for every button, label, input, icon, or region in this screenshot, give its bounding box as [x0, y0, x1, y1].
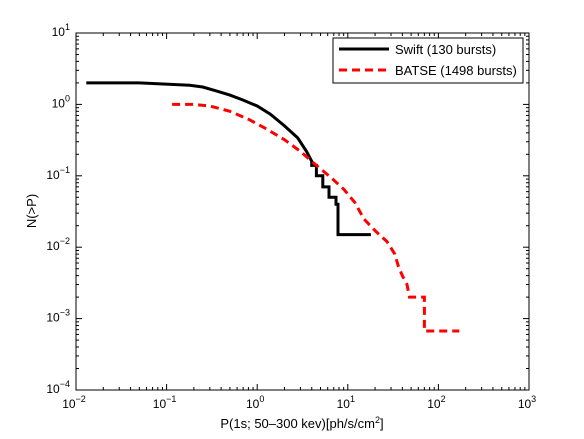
plot-background	[76, 33, 529, 390]
y-tick-label: 10−3	[46, 308, 70, 325]
y-tick-label-exponent: −3	[60, 308, 70, 318]
tick-labels: 10−2 10−1 100 101 102 10310−410−310−210−11001…	[46, 22, 536, 411]
x-tick-label: 10−1	[153, 394, 177, 411]
x-tick-label: 101	[337, 394, 355, 411]
x-tick-label-base: 10	[153, 397, 167, 411]
y-tick-label-exponent: −4	[60, 379, 70, 389]
x-axis-label: P(1s; 50–300 kev)[ph/s/cm2]	[220, 415, 383, 431]
y-tick-label-exponent: −1	[60, 165, 70, 175]
y-tick-label: 10−1	[46, 165, 70, 182]
x-tick-label-exponent: 0	[259, 394, 264, 404]
y-tick-label-base: 10	[52, 96, 66, 110]
x-tick-label-exponent: −2	[76, 394, 86, 404]
y-tick-label: 101	[52, 22, 70, 39]
legend-box	[332, 37, 524, 84]
x-tick-label-exponent: 2	[441, 394, 446, 404]
y-tick-label-base: 10	[46, 382, 60, 396]
x-tick-label-base: 10	[62, 397, 76, 411]
y-tick-label-exponent: 1	[65, 22, 70, 32]
x-tick-label-exponent: 1	[350, 394, 355, 404]
y-tick-label-base: 10	[52, 25, 66, 39]
y-tick-label: 10−4	[46, 379, 70, 396]
x-tick-label: 10−2	[62, 394, 86, 411]
x-tick-label: 102	[427, 394, 445, 411]
plot-frame	[75, 32, 530, 391]
series-line-swift	[86, 81, 371, 237]
x-tick-label-base: 10	[337, 397, 351, 411]
y-tick-label: 100	[52, 93, 70, 110]
x-tick-label: 100	[246, 394, 264, 411]
series-line-batse	[172, 102, 460, 333]
x-axis-label-superscript: 2	[375, 415, 380, 425]
x-tick-label-base: 10	[427, 397, 441, 411]
legend-label-swift: Swift (130 bursts)	[395, 42, 496, 57]
y-tick-label-exponent: 0	[65, 93, 70, 103]
y-tick-label: 10−2	[46, 236, 70, 253]
legend: Swift (130 bursts) BATSE (1498 bursts)	[332, 37, 524, 84]
x-tick-label: 103	[518, 394, 536, 411]
ticks	[75, 32, 530, 391]
x-tick-label-base: 10	[246, 397, 260, 411]
x-axis-label-text: P(1s; 50–300 kev)[ph/s/cm	[220, 416, 375, 431]
y-axis-label: N(>P)	[24, 194, 39, 228]
curves	[86, 81, 460, 333]
y-tick-label-base: 10	[46, 239, 60, 253]
y-tick-label-base: 10	[46, 311, 60, 325]
y-tick-label-base: 10	[46, 168, 60, 182]
x-axis-label-tail: ]	[380, 416, 384, 431]
legend-label-batse: BATSE (1498 bursts)	[395, 63, 517, 78]
y-tick-label-exponent: −2	[60, 236, 70, 246]
x-tick-label-exponent: 3	[531, 394, 536, 404]
x-tick-label-base: 10	[518, 397, 532, 411]
x-tick-label-exponent: −1	[166, 394, 176, 404]
